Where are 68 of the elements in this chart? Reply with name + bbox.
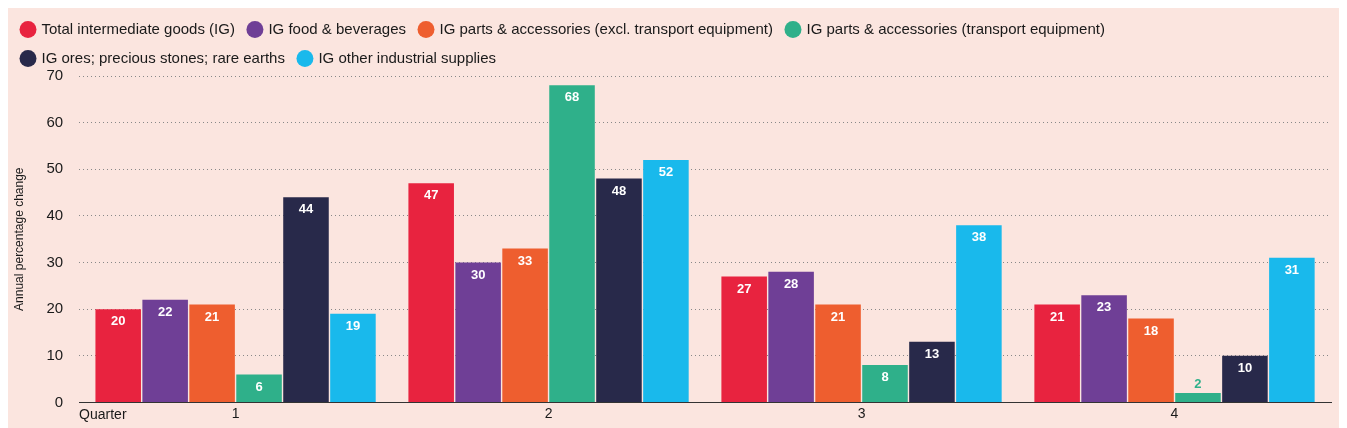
bar	[862, 365, 908, 402]
y-tick-label: 70	[46, 66, 64, 84]
bar	[283, 197, 329, 402]
bar	[1081, 295, 1127, 402]
bar	[1128, 318, 1174, 402]
bar	[236, 374, 282, 402]
x-tick-label: 1	[231, 404, 240, 421]
bar	[1034, 304, 1080, 402]
data-label: 33	[517, 252, 533, 268]
bar	[502, 248, 548, 402]
y-axis-title: Annual percentage change	[11, 167, 26, 311]
data-label: 38	[971, 229, 987, 245]
bar	[815, 304, 861, 402]
data-label: 8	[881, 369, 889, 385]
bar	[549, 85, 595, 402]
bar	[956, 225, 1002, 402]
x-axis-title: Quarter	[79, 406, 127, 423]
data-label: 18	[1143, 322, 1159, 338]
data-label: 27	[736, 280, 752, 296]
y-tick-label: 50	[46, 159, 64, 177]
legend-label: IG food & beverages	[268, 19, 407, 37]
data-label: 20	[110, 313, 126, 329]
y-tick-label: 30	[46, 252, 64, 270]
bar	[142, 299, 188, 402]
data-label: 2	[1194, 376, 1202, 392]
legend-label: IG other industrial supplies	[318, 48, 497, 66]
bar	[95, 309, 141, 402]
y-tick-label: 20	[46, 299, 64, 317]
data-label: 21	[204, 308, 220, 324]
y-tick-label: 0	[54, 392, 64, 410]
data-label: 19	[345, 317, 361, 333]
data-label: 23	[1096, 299, 1112, 315]
y-tick-label: 40	[46, 206, 64, 224]
bar	[1175, 393, 1221, 402]
x-tick-label: 4	[1170, 404, 1179, 421]
bar	[643, 159, 689, 402]
bar	[1269, 257, 1315, 402]
bar	[189, 304, 235, 402]
bar	[768, 271, 814, 402]
bar	[455, 262, 501, 402]
y-tick-label: 60	[46, 112, 64, 130]
y-tick-label: 10	[46, 345, 64, 363]
data-label: 68	[564, 89, 580, 105]
bar	[596, 178, 642, 402]
data-label: 48	[611, 182, 627, 198]
data-label: 6	[255, 378, 263, 394]
data-label: 10	[1237, 359, 1253, 375]
data-label: 21	[1049, 308, 1065, 324]
x-tick-label: 3	[857, 404, 866, 421]
x-tick-label: 2	[544, 404, 553, 421]
data-label: 44	[298, 201, 314, 217]
data-label: 28	[783, 275, 799, 291]
bar	[330, 313, 376, 402]
data-label: 13	[924, 345, 940, 361]
legend-label: IG ores; precious stones; rare earths	[41, 48, 285, 66]
bar	[408, 183, 454, 402]
data-label: 21	[830, 308, 846, 324]
legend-label: IG parts & accessories (transport equipment)	[806, 19, 1105, 37]
data-label: 31	[1284, 261, 1300, 277]
legend-label: IG parts & accessories (excl. transport equipment)	[439, 19, 773, 37]
bar	[909, 341, 955, 402]
bar	[1222, 355, 1268, 402]
bar	[721, 276, 767, 402]
data-label: 47	[423, 187, 439, 203]
data-label: 52	[658, 164, 674, 180]
data-label: 30	[470, 266, 486, 282]
legend-label: Total intermediate goods (IG)	[41, 19, 235, 37]
data-label: 22	[157, 303, 173, 319]
